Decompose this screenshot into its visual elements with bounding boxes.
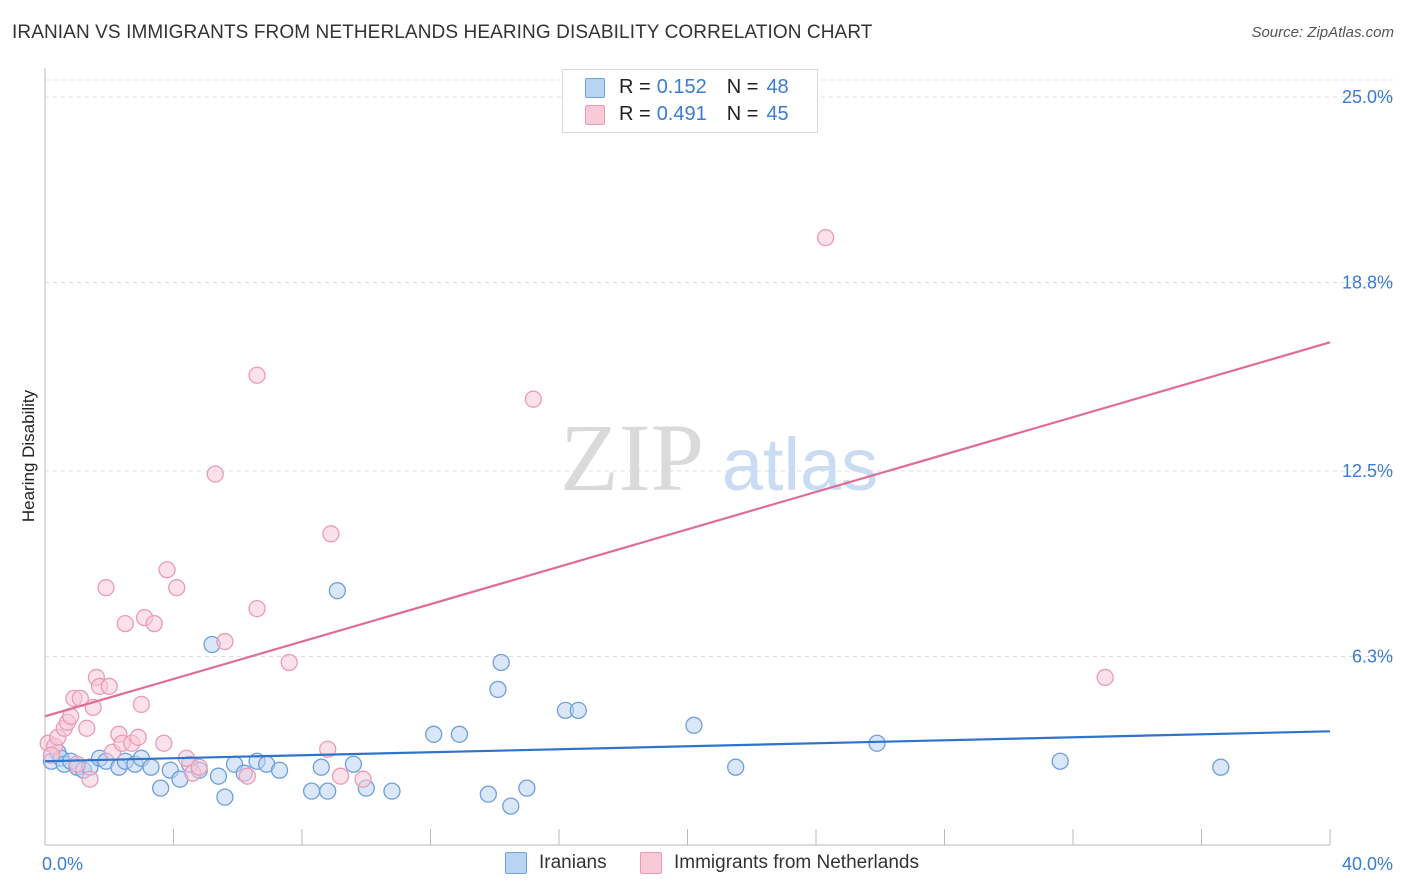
legend-label-iranians: Iranians [539,852,607,873]
stats-row-iranians: R = 0.152 N = 48 [585,74,789,100]
iranians-point [344,755,363,773]
netherlands-point [132,695,151,714]
netherlands-legend-swatch [640,852,662,874]
x-tick-label: 0.0% [42,854,83,874]
iranians-point [216,788,234,806]
netherlands-point [816,228,835,247]
iranians-point [479,785,497,803]
watermark-zip: ZIP [560,404,704,511]
iranians-point [319,782,337,800]
netherlands-swatch [585,105,605,125]
series-legend: Iranians Immigrants from Netherlands [0,852,1406,878]
iranians-point [868,734,886,752]
y-tick-label: 6.3% [1352,647,1393,667]
r-label: R = [619,102,651,125]
netherlands-point [248,366,266,384]
netherlands-point [129,728,147,746]
iranians-point [518,779,536,797]
y-tick-label: 12.5% [1342,461,1393,481]
tick-labels: 6.3% 12.5% 18.8% 25.0% 0.0% 40.0% [42,87,1393,874]
trend-lines [44,341,1331,763]
iranians-point [151,779,170,797]
n-label: N = [726,102,759,125]
r-value: 0.491 [656,102,707,125]
netherlands-point [331,767,350,785]
iranians-point [425,725,443,743]
netherlands-point [280,653,298,672]
netherlands-point [116,614,134,633]
y-axis-label: Hearing Disability [19,389,38,522]
watermark-atlas: atlas [722,423,878,506]
n-label: N = [726,75,759,98]
iranians-point [302,782,321,800]
iranians-swatch [585,78,605,98]
iranians-point [450,725,469,743]
iranians-point [489,680,507,699]
y-tick-label: 25.0% [1342,87,1393,107]
iranians-point [569,701,587,720]
stats-row-netherlands: R = 0.491 N = 45 [585,101,789,127]
netherlands-trend-line [44,341,1331,718]
netherlands-point [158,561,176,579]
chart-title: IRANIAN VS IMMIGRANTS FROM NETHERLANDS H… [12,22,873,43]
netherlands-point [190,758,208,776]
netherlands-point [155,734,173,752]
netherlands-point [238,767,257,785]
legend-item-iranians: Iranians [505,852,607,874]
x-tick-label: 40.0% [1342,854,1393,874]
iranians-point [1212,758,1230,776]
netherlands-point [354,770,372,788]
iranians-point [270,761,289,779]
netherlands-point [81,770,99,788]
source-credit: Source: ZipAtlas.com [1251,24,1394,41]
netherlands-point [168,579,186,597]
netherlands-point [100,677,118,696]
netherlands-point [145,614,163,633]
iranians-trend-line [44,730,1331,763]
netherlands-point [78,719,96,737]
watermark: ZIP atlas [560,404,878,511]
iranians-point [492,653,510,672]
iranians-point [312,758,330,776]
netherlands-point [216,632,234,651]
data-points [39,228,1230,815]
iranians-point [1051,752,1069,770]
n-value: 48 [766,75,789,98]
legend-item-netherlands: Immigrants from Netherlands [640,852,919,874]
iranians-point [209,767,228,785]
iranians-legend-swatch [505,852,527,874]
iranians-point [727,758,745,776]
iranians-point [502,797,520,815]
netherlands-point [524,390,542,408]
gridlines [45,79,1395,658]
netherlands-point [206,465,224,483]
netherlands-point [322,525,340,543]
netherlands-point [1096,668,1114,687]
r-value: 0.152 [656,75,707,98]
netherlands-point [97,579,115,597]
netherlands-point [248,599,266,618]
n-value: 45 [766,102,789,125]
axes [44,68,1331,846]
netherlands-point [42,746,61,764]
netherlands-point [319,740,337,758]
iranians-point [142,758,160,776]
iranians-point [383,782,401,800]
stats-legend: R = 0.152 N = 48 R = 0.491 N = 45 [562,69,818,133]
y-tick-label: 18.8% [1342,273,1393,293]
iranians-point [685,716,703,734]
netherlands-point [68,755,86,773]
r-label: R = [619,75,651,98]
iranians-point [328,582,346,600]
legend-label-netherlands: Immigrants from Netherlands [674,852,919,873]
